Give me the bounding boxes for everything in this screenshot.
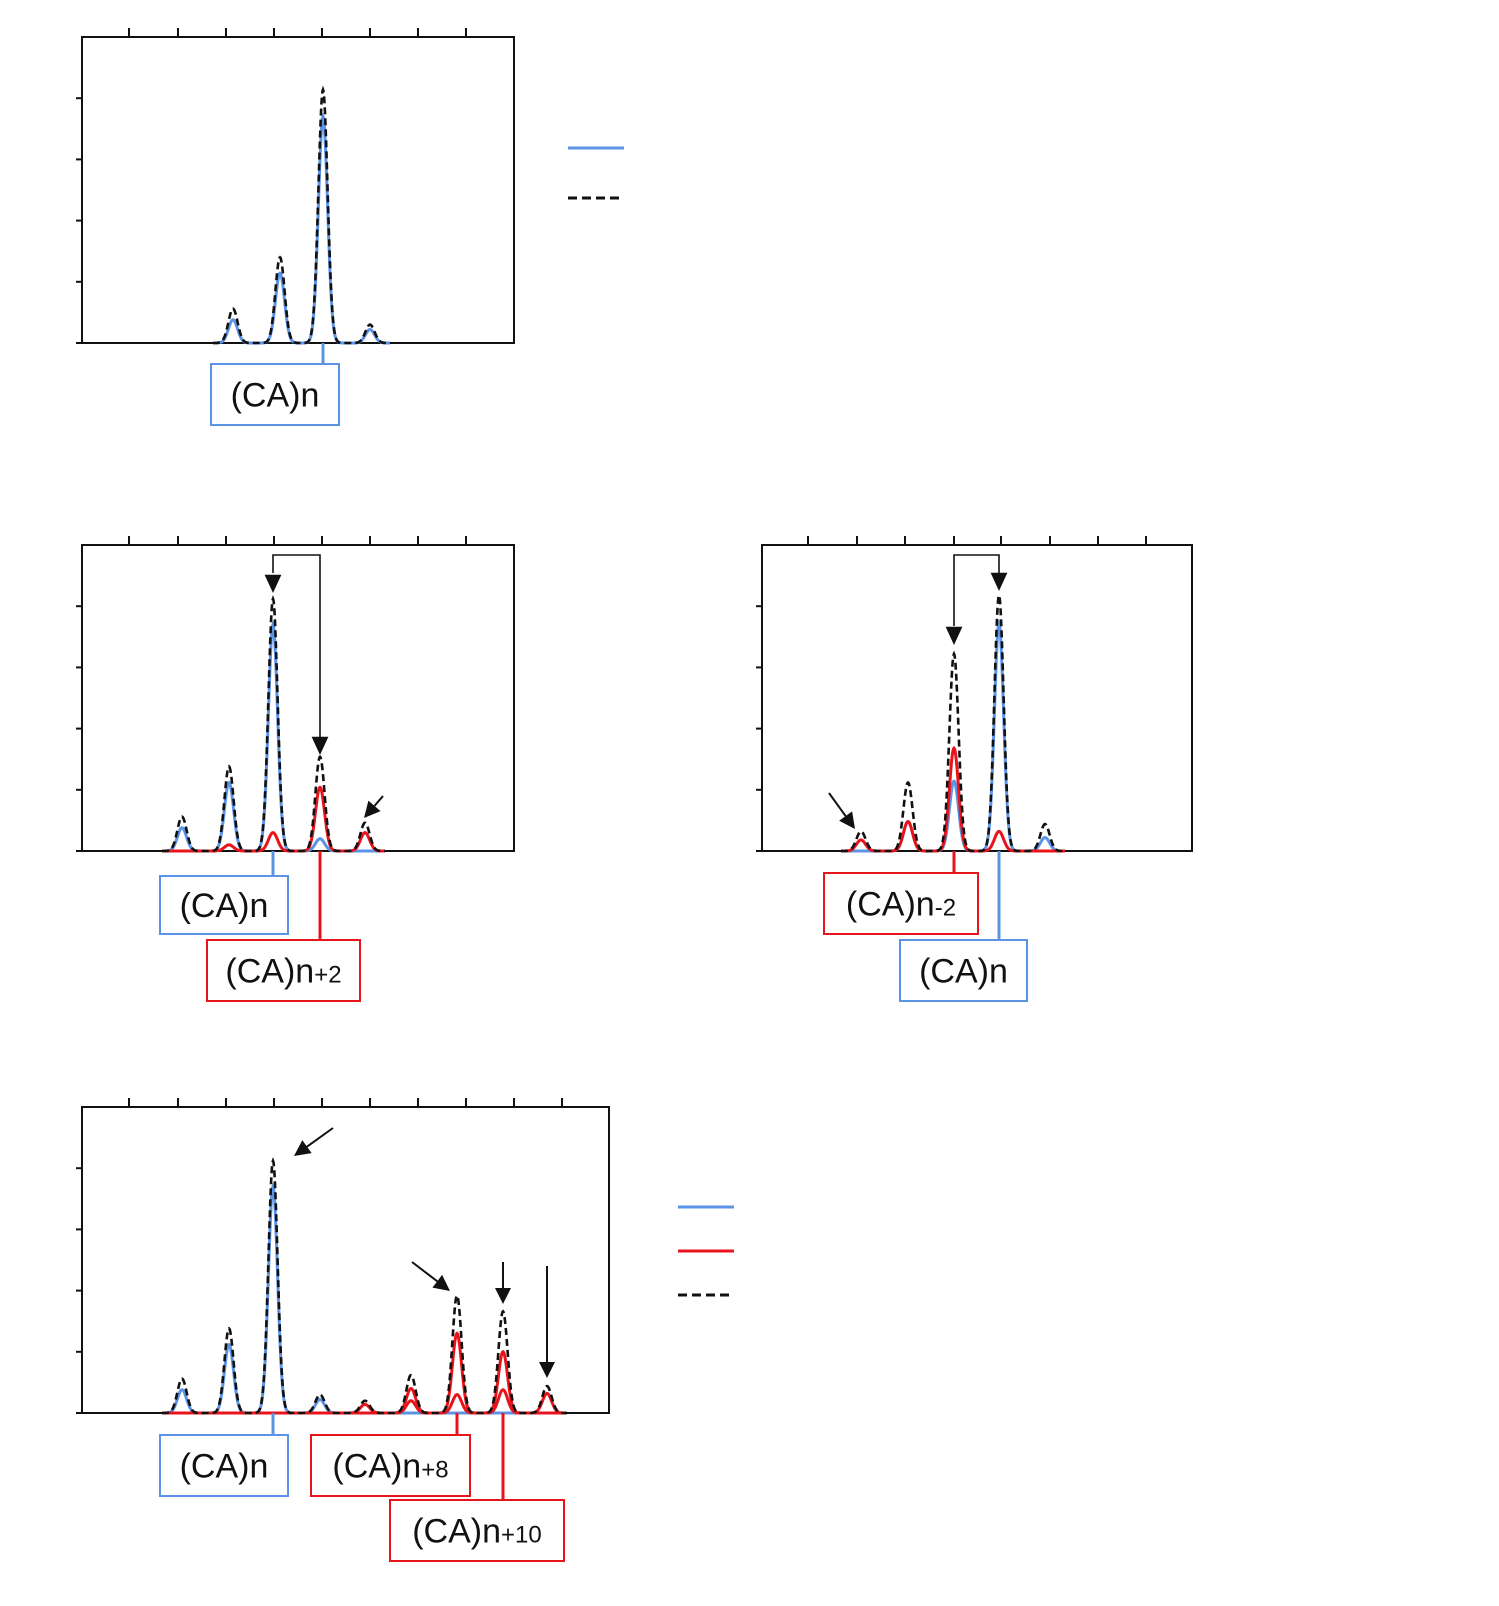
allele-box — [899, 939, 1028, 1002]
allele-box — [206, 939, 361, 1002]
allele-label: (CA)n+8 — [332, 1448, 448, 1486]
panel-c — [76, 1098, 734, 1562]
new-peaks-arrow-head — [839, 811, 855, 829]
plot-frame — [81, 1106, 610, 1414]
allele-box — [210, 363, 340, 426]
panel-a — [76, 28, 624, 426]
panel-b — [76, 536, 515, 1002]
allele-label-text: (CA)n — [225, 953, 314, 991]
msi-series-line — [162, 785, 385, 853]
plot-frame — [81, 544, 515, 852]
new-peaks-arrow — [373, 795, 384, 807]
allele-label-text: (CA)n — [332, 1448, 421, 1486]
phr-arrow-head — [990, 572, 1008, 591]
phr-arrow-head — [311, 736, 329, 755]
apex-arrow-head — [294, 1140, 312, 1156]
allele-label-text: (CA)n — [412, 1513, 501, 1551]
plot-frame — [81, 36, 515, 344]
new-peaks-arrow-head — [495, 1288, 511, 1304]
allele-label-text: (CA)n — [846, 886, 935, 924]
apex-arrow — [306, 1127, 334, 1148]
new-peaks-arrow-head — [364, 800, 381, 818]
new-peaks-arrow-head — [539, 1362, 555, 1378]
allele-box — [389, 1499, 565, 1562]
allele-label-text: (CA)n — [180, 887, 269, 925]
panel-b-right — [756, 536, 1193, 1002]
allele-box — [310, 1434, 471, 1497]
allele-label: (CA)n+10 — [412, 1513, 542, 1551]
allele-subscript: +2 — [314, 962, 341, 989]
observed-series-line — [162, 595, 385, 853]
phr-arrow-head — [264, 574, 282, 593]
allele-label: (CA)n — [180, 1448, 269, 1486]
new-apex-arrow — [411, 1261, 438, 1283]
allele-label-text: (CA)n — [919, 953, 1008, 991]
parental-series-line — [841, 618, 1065, 853]
allele-label-text: (CA)n — [231, 377, 320, 415]
parental-series-line — [213, 112, 390, 345]
allele-label: (CA)n — [231, 377, 320, 415]
new-peaks-arrow — [828, 792, 847, 817]
allele-box — [159, 1434, 289, 1497]
allele-label: (CA)n — [180, 887, 269, 925]
observed-series-line — [213, 85, 390, 345]
allele-subscript: +10 — [501, 1522, 542, 1549]
parental-series-line — [162, 620, 385, 853]
allele-box — [159, 875, 289, 935]
allele-subscript: -2 — [935, 895, 956, 922]
allele-label-text: (CA)n — [180, 1448, 269, 1486]
allele-label: (CA)n-2 — [846, 886, 956, 924]
phr-arrow-head — [945, 626, 963, 645]
allele-subscript: +8 — [421, 1457, 448, 1484]
allele-label: (CA)n — [919, 953, 1008, 991]
plot-frame — [761, 544, 1193, 852]
observed-series-line — [162, 1157, 567, 1415]
phr-bracket — [953, 554, 1000, 626]
msi-series-line — [841, 745, 1065, 853]
new-apex-arrow-head — [432, 1274, 450, 1291]
allele-label: (CA)n+2 — [225, 953, 341, 991]
observed-series-line — [841, 591, 1065, 853]
allele-box — [823, 872, 979, 935]
msi-secondary-line — [162, 1388, 567, 1415]
phr-bracket — [272, 554, 321, 740]
